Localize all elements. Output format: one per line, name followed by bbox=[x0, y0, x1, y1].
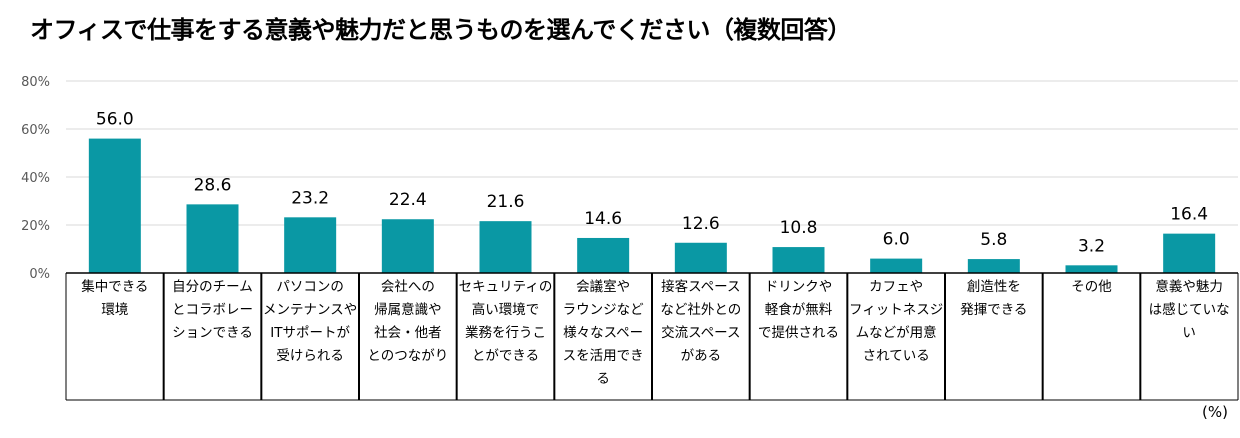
category-label: 接客スペース など社外との 交流スペース がある bbox=[660, 279, 742, 364]
bar bbox=[967, 259, 1020, 273]
data-label: 5.8 bbox=[980, 230, 1007, 250]
data-label: 56.0 bbox=[96, 110, 134, 130]
category-label: 会社への 帰属意識や 社会・他者 とのつながり bbox=[367, 279, 449, 364]
category-label: 創造性を 発揮できる bbox=[960, 279, 1028, 318]
bar bbox=[674, 242, 727, 273]
data-label: 28.6 bbox=[194, 175, 232, 195]
bar bbox=[870, 258, 923, 273]
data-label: 21.6 bbox=[487, 192, 525, 212]
category-label: 集中できる 環境 bbox=[81, 279, 149, 318]
category-label: その他 bbox=[1071, 279, 1112, 295]
bar bbox=[577, 237, 630, 273]
bar bbox=[772, 247, 825, 273]
category-label: 自分のチーム とコラボレー ションできる bbox=[171, 279, 253, 341]
data-label: 22.4 bbox=[389, 190, 427, 210]
y-tick-label: 20% bbox=[21, 219, 50, 234]
y-tick-label: 0% bbox=[29, 267, 50, 282]
category-label: 意義や魅力 は感じていない bbox=[1148, 279, 1230, 341]
data-label: 12.6 bbox=[682, 214, 720, 234]
y-tick-label: 60% bbox=[21, 123, 50, 138]
data-label: 6.0 bbox=[883, 230, 910, 250]
bar bbox=[1065, 265, 1118, 273]
bar bbox=[186, 204, 239, 273]
data-label: 16.4 bbox=[1170, 205, 1208, 225]
y-tick-label: 40% bbox=[21, 171, 50, 186]
bar bbox=[284, 217, 337, 273]
category-label: 会議室や ラウンジなど 様々なスペー スを活用できる bbox=[562, 279, 644, 387]
category-label: ドリンクや 軽食が無料 で提供される bbox=[757, 279, 839, 341]
bar bbox=[381, 219, 434, 273]
category-label: カフェや フィットネスジ ムなどが用意 されている bbox=[849, 279, 944, 364]
data-label: 14.6 bbox=[584, 209, 622, 229]
y-tick-label: 80% bbox=[21, 75, 50, 90]
bar bbox=[479, 221, 532, 273]
bar bbox=[1163, 233, 1216, 273]
category-label: パソコンの メンテナンスや ITサポートが 受けられる bbox=[263, 279, 358, 364]
data-label: 3.2 bbox=[1078, 236, 1105, 256]
data-label: 23.2 bbox=[291, 188, 329, 208]
category-label: セキュリティの 高い環境で 業務を行うこ とができる bbox=[458, 279, 553, 364]
data-label: 10.8 bbox=[780, 218, 818, 238]
bar bbox=[88, 138, 141, 273]
unit-label: (%) bbox=[1202, 403, 1228, 421]
chart-title: オフィスで仕事をする意義や魅力だと思うものを選んでください（複数回答） bbox=[30, 16, 851, 44]
